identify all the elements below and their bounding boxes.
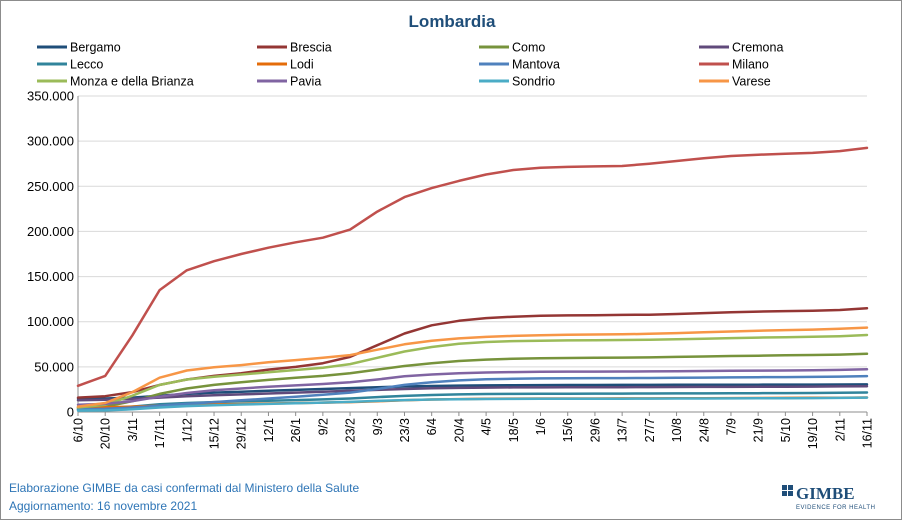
- x-tick-label: 20/4: [452, 418, 466, 442]
- series-line-varese: [76, 326, 869, 408]
- x-tick-label: 19/10: [806, 418, 820, 449]
- x-tick-label: 5/10: [779, 418, 793, 442]
- legend-entry: Sondrio: [512, 75, 555, 89]
- logo-name: GIMBE: [796, 484, 855, 503]
- legend-entry: Pavia: [290, 75, 321, 89]
- x-tick-label: 23/2: [344, 418, 358, 442]
- y-tick-label: 100.000: [27, 314, 74, 329]
- x-tick-label: 3/11: [126, 418, 140, 441]
- y-tick-label: 150.000: [27, 269, 74, 284]
- gimbe-logo: GIMBE EVIDENCE FOR HEALTH: [782, 484, 875, 511]
- legend-entry: Mantova: [512, 58, 560, 72]
- x-tick-label: 21/9: [752, 418, 766, 442]
- y-tick-label: 50.000: [34, 359, 74, 374]
- series-line-como: [76, 352, 869, 410]
- x-tick-label: 9/3: [371, 418, 385, 435]
- update-note: Aggiornamento: 16 novembre 2021: [9, 499, 197, 513]
- y-tick-label: 250.000: [27, 179, 74, 194]
- y-tick-label: 350.000: [27, 89, 74, 104]
- series-line-mantova: [76, 374, 869, 411]
- x-tick-label: 24/8: [697, 418, 711, 442]
- x-tick-label: 2/11: [833, 418, 847, 441]
- legend: Bergamo Brescia Como Cremona Lecco Lodi Mantov…: [37, 41, 783, 89]
- legend-entry: Lodi: [290, 58, 314, 72]
- x-tick-label: 29/12: [235, 418, 249, 449]
- x-tick-label: 10/8: [670, 418, 684, 442]
- legend-entry: Lecco: [70, 58, 103, 72]
- legend-entry: Varese: [732, 75, 771, 89]
- x-tick-label: 26/1: [289, 418, 303, 442]
- legend-entry: Brescia: [290, 41, 332, 55]
- y-tick-label: 0: [67, 405, 74, 420]
- legend-entry: Cremona: [732, 41, 783, 55]
- x-tick-label: 16/11: [861, 418, 875, 448]
- chart-title: Lombardia: [409, 12, 496, 31]
- x-tick-label: 15/6: [561, 418, 575, 442]
- x-tick-label: 17/11: [153, 418, 167, 448]
- x-tick-label: 15/12: [208, 418, 222, 449]
- gimbe-mark-icon: [782, 485, 793, 496]
- grid: [78, 95, 867, 368]
- legend-entry: Como: [512, 41, 545, 55]
- x-tick-label: 6/10: [72, 418, 86, 442]
- x-tick-label: 1/12: [180, 418, 194, 442]
- legend-entry: Monza e della Brianza: [70, 75, 194, 89]
- y-axis: 0 50.000 100.000 150.000 200.000 250.000 300.0…: [27, 89, 79, 420]
- series-line-sondrio: [76, 396, 869, 412]
- x-tick-label: 27/7: [643, 418, 657, 442]
- x-tick-label: 18/5: [507, 418, 521, 442]
- legend-entry: Bergamo: [70, 41, 121, 55]
- series-lines: [76, 146, 869, 412]
- x-tick-label: 12/1: [262, 418, 276, 442]
- series-line-bergamo: [76, 383, 869, 401]
- x-tick-label: 6/4: [425, 418, 439, 435]
- x-tick-label: 20/10: [99, 418, 113, 449]
- series-line-cremona: [76, 384, 869, 402]
- x-tick-label: 13/7: [616, 418, 630, 442]
- x-tick-label: 7/9: [724, 418, 738, 435]
- x-tick-label: 4/5: [480, 418, 494, 435]
- series-line-monza-e-della-brianza: [76, 333, 869, 409]
- series-line-pavia: [76, 368, 869, 407]
- x-tick-label: 9/2: [316, 418, 330, 435]
- x-tick-label: 1/6: [534, 418, 548, 435]
- logo-tagline: EVIDENCE FOR HEALTH: [796, 505, 875, 511]
- legend-entry: Milano: [732, 58, 769, 72]
- x-tick-label: 23/3: [398, 418, 412, 442]
- source-note: Elaborazione GIMBE da casi confermati da…: [9, 481, 360, 495]
- y-tick-label: 300.000: [27, 134, 74, 149]
- series-line-milano: [76, 146, 869, 388]
- x-tick-label: 29/6: [588, 418, 602, 442]
- x-axis: 6/10 20/10 3/11 17/11 1/12 15/12 29/12 12/1 26/1…: [72, 411, 875, 449]
- y-tick-label: 200.000: [27, 224, 74, 239]
